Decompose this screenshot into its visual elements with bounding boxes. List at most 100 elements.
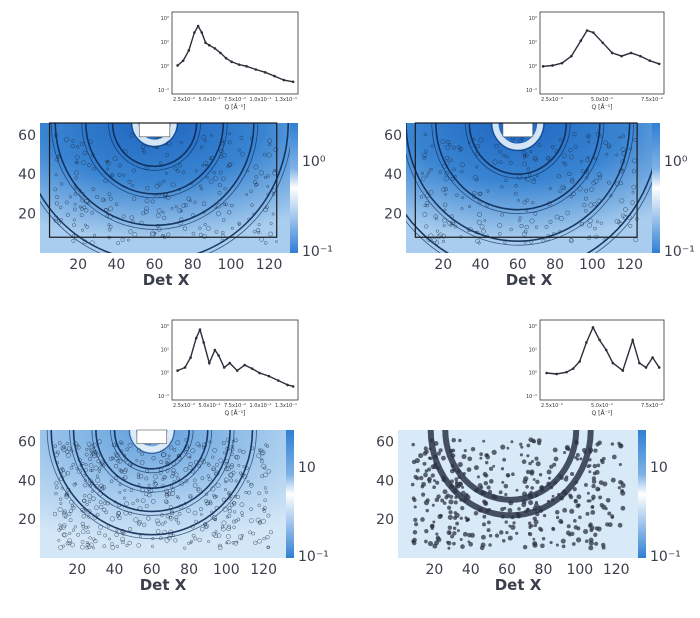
noise-speck: [198, 226, 202, 230]
noise-speck: [227, 140, 232, 145]
noise-speck: [475, 165, 479, 169]
noise-speck: [420, 517, 425, 522]
noise-speck: [558, 189, 562, 194]
noise-speck: [551, 526, 555, 530]
noise-speck: [586, 134, 591, 138]
noise-speck: [62, 509, 67, 514]
noise-speck: [423, 204, 427, 208]
noise-speck: [482, 471, 488, 477]
noise-speck: [140, 452, 144, 456]
noise-speck: [238, 471, 243, 475]
x-tick-label: 120: [616, 257, 643, 273]
noise-speck: [477, 241, 481, 245]
noise-speck: [430, 523, 435, 528]
noise-speck: [217, 545, 223, 550]
inset-data-point: [276, 379, 280, 382]
noise-speck: [115, 529, 119, 533]
noise-speck: [430, 473, 435, 478]
noise-speck: [71, 139, 75, 143]
noise-speck: [200, 187, 204, 191]
noise-speck: [114, 532, 119, 537]
noise-speck: [269, 222, 273, 226]
noise-speck: [71, 462, 75, 467]
y-tick-label: 60: [18, 128, 36, 144]
noise-speck: [534, 456, 539, 461]
noise-speck: [83, 483, 88, 488]
noise-speck: [192, 483, 198, 488]
noise-speck: [563, 451, 567, 455]
noise-speck: [164, 493, 170, 498]
noise-speck: [88, 484, 92, 488]
noise-speck: [505, 531, 509, 535]
contour-line: [81, 123, 228, 199]
noise-speck: [54, 481, 59, 486]
noise-speck: [631, 169, 637, 174]
inset-x-tick-label: 2.5x10⁻²: [173, 97, 195, 103]
noise-speck: [193, 478, 197, 483]
noise-speck: [227, 506, 232, 511]
noise-speck: [122, 173, 126, 177]
noise-speck: [199, 513, 203, 516]
noise-speck: [254, 175, 259, 179]
noise-speck: [164, 171, 168, 175]
noise-speck: [65, 471, 70, 476]
noise-speck: [422, 156, 427, 160]
noise-speck: [597, 175, 603, 180]
x-tick-label: 80: [546, 257, 564, 273]
noise-speck: [210, 486, 216, 492]
noise-speck: [118, 490, 122, 494]
noise-speck: [196, 487, 201, 492]
noise-speck: [525, 198, 529, 203]
noise-speck: [520, 445, 524, 449]
noise-speck: [435, 229, 439, 233]
noise-speck: [212, 170, 216, 175]
noise-speck: [142, 522, 147, 527]
noise-speck: [86, 509, 92, 515]
noise-speck: [439, 513, 443, 518]
noise-speck: [569, 154, 574, 160]
noise-speck: [423, 500, 430, 506]
inset-frame: [171, 319, 299, 401]
noise-speck: [71, 505, 76, 510]
noise-speck: [585, 157, 590, 163]
noise-speck: [532, 439, 536, 444]
noise-speck: [109, 542, 115, 547]
noise-speck: [411, 496, 416, 501]
noise-speck: [179, 481, 185, 487]
noise-speck: [123, 488, 127, 492]
noise-speck: [180, 141, 183, 144]
noise-speck: [128, 511, 133, 516]
noise-speck: [108, 537, 112, 541]
noise-speck: [553, 456, 559, 462]
noise-speck: [58, 523, 62, 527]
noise-speck: [103, 178, 108, 183]
noise-speck: [469, 532, 475, 538]
noise-speck: [71, 238, 76, 243]
inset-data-point: [611, 361, 615, 365]
noise-speck: [603, 140, 609, 146]
noise-speck: [235, 455, 240, 460]
noise-speck: [595, 131, 601, 137]
noise-speck: [623, 207, 628, 212]
noise-speck: [441, 233, 447, 239]
noise-speck: [58, 545, 64, 550]
noise-speck: [62, 512, 68, 518]
noise-speck: [442, 224, 446, 228]
noise-speck: [137, 520, 142, 525]
noise-speck: [602, 481, 608, 487]
noise-speck: [431, 503, 435, 507]
noise-speck: [208, 179, 214, 184]
inset-x-tick-label: 7.5x10⁻²: [224, 97, 246, 103]
noise-speck: [568, 148, 573, 153]
noise-speck: [620, 488, 625, 493]
inset-data-point: [213, 47, 217, 50]
noise-speck: [591, 497, 595, 501]
x-axis-label: Det X: [143, 271, 190, 289]
colorbar: [290, 123, 298, 253]
colorbar-tick-label: 10⁻¹: [302, 244, 333, 260]
noise-speck: [266, 174, 270, 178]
noise-speck: [611, 454, 617, 460]
noise-speck: [509, 227, 513, 232]
noise-speck: [127, 179, 132, 184]
inset-y-tick-label: 10⁻¹: [158, 394, 169, 400]
